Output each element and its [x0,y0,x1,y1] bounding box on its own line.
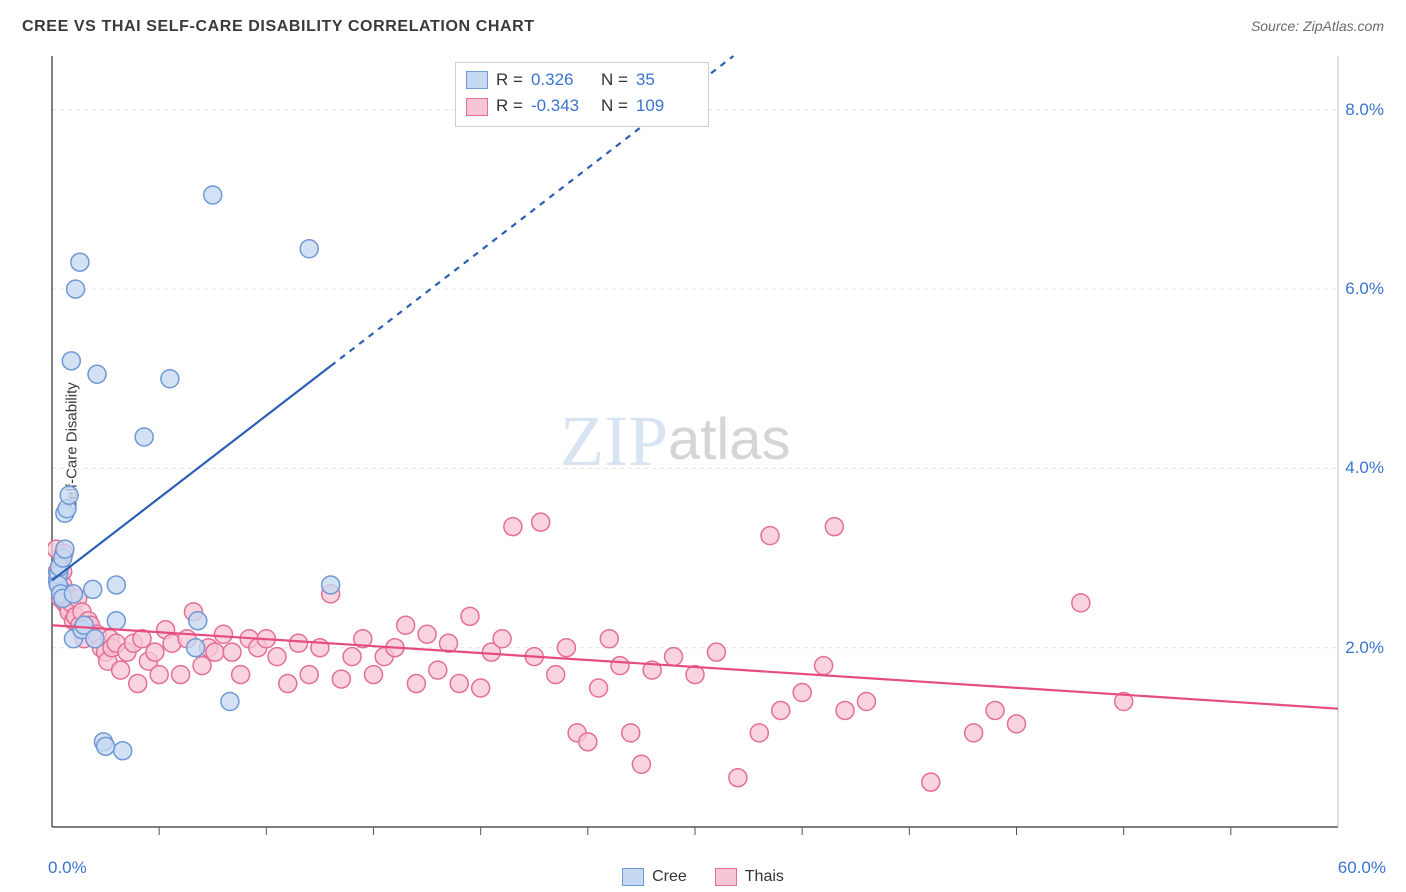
legend-item-thais: Thais [715,868,784,886]
chart-container: CREE VS THAI SELF-CARE DISABILITY CORREL… [0,0,1406,892]
legend-stats-row-cree: R = 0.326 N = 35 [466,67,698,93]
stat-n-cree: 35 [636,67,698,93]
legend-swatch-thais [715,868,737,886]
stat-n-thais: 109 [636,93,698,119]
stat-r-cree: 0.326 [531,67,593,93]
legend-stats-box: R = 0.326 N = 35 R = -0.343 N = 109 [455,62,709,127]
stat-r-thais: -0.343 [531,93,593,119]
legend-swatch-thais [466,98,488,116]
y-tick-label: 4.0% [1345,458,1384,478]
legend-swatch-cree [622,868,644,886]
legend-swatch-cree [466,71,488,89]
y-tick-label: 2.0% [1345,638,1384,658]
legend-label-cree: Cree [652,868,687,886]
y-tick-label: 6.0% [1345,279,1384,299]
plot-area [48,50,1388,845]
legend-series: Cree Thais [0,868,1406,886]
y-tick-label: 8.0% [1345,100,1384,120]
legend-label-thais: Thais [745,868,784,886]
legend-item-cree: Cree [622,868,687,886]
x-axis-max-label: 60.0% [1338,858,1386,878]
title-row: CREE VS THAI SELF-CARE DISABILITY CORREL… [22,18,1384,36]
source-label: Source: ZipAtlas.com [1251,18,1384,34]
scatter-plot-svg [48,50,1388,845]
stat-label-n: N = [601,93,628,119]
x-axis-min-label: 0.0% [48,858,87,878]
legend-stats-row-thais: R = -0.343 N = 109 [466,93,698,119]
stat-label-r: R = [496,93,523,119]
chart-title: CREE VS THAI SELF-CARE DISABILITY CORREL… [22,18,535,36]
stat-label-r: R = [496,67,523,93]
stat-label-n: N = [601,67,628,93]
